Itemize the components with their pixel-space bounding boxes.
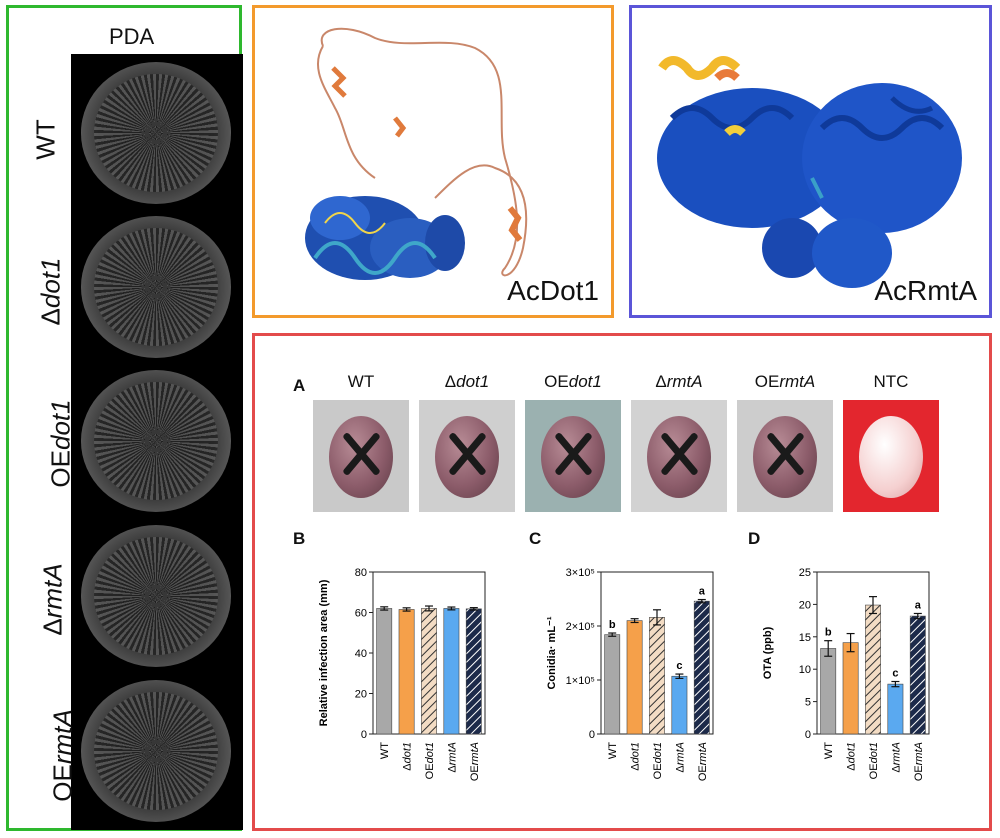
acdot1-structure-panel: AcDot1 xyxy=(252,5,614,318)
grape-photo xyxy=(313,400,409,512)
x-category-label: ΔrmtA xyxy=(890,742,902,773)
significance-letter: b xyxy=(825,627,832,639)
bar xyxy=(649,617,665,735)
y-tick-label: 0 xyxy=(361,729,367,741)
pda-panel: PDA WT Δdot1 OEdot1 ΔrmtA OErmtA xyxy=(6,5,243,831)
infection-assay-panel: A WT Δdot1 OEdot1 ΔrmtA OErmtA NTC B C D… xyxy=(252,333,992,831)
y-tick-label: 40 xyxy=(355,648,367,660)
bar xyxy=(671,675,688,735)
x-category-label: Δdot1 xyxy=(402,742,414,771)
x-category-label: OErmtA xyxy=(697,742,709,781)
bar xyxy=(443,608,460,735)
y-tick-label: 25 xyxy=(799,567,811,579)
acrmta-structure-image xyxy=(657,56,962,288)
plate-rmta-overexpression xyxy=(81,680,231,822)
bar xyxy=(421,608,437,735)
bar xyxy=(842,642,859,735)
significance-letter: c xyxy=(676,660,682,672)
y-tick-label: 20 xyxy=(799,599,811,611)
figure-letter-a: A xyxy=(293,376,306,395)
photo-label: NTC xyxy=(873,372,909,391)
x-category-label: ΔrmtA xyxy=(674,742,686,773)
y-tick-label: 60 xyxy=(355,608,367,620)
plate-strip xyxy=(71,54,243,830)
y-tick-label: 20 xyxy=(355,689,367,701)
grape-photo xyxy=(525,400,621,512)
x-category-label: Δdot1 xyxy=(630,742,642,771)
y-tick-label: 2×10⁵ xyxy=(566,621,595,633)
y-tick-label: 1×10⁵ xyxy=(566,675,595,687)
bar xyxy=(376,608,393,735)
plate-rmta-deletion xyxy=(81,525,231,667)
y-tick-label: 3×10⁵ xyxy=(566,567,595,579)
bar xyxy=(887,683,904,735)
x-category-label: WT xyxy=(823,742,835,759)
grape-photo xyxy=(419,400,515,512)
plate-dot1-deletion xyxy=(81,216,231,358)
grape-photo-ntc xyxy=(843,400,939,512)
strain-label: ΔrmtA xyxy=(37,563,68,636)
pda-title: PDA xyxy=(109,24,155,49)
significance-letter: a xyxy=(699,586,706,598)
grape-photo xyxy=(737,400,833,512)
bar xyxy=(604,634,621,735)
photo-label: OEdot1 xyxy=(544,372,602,391)
chart-ota: 0 5 10 15 20 25 OTA (ppb) b WT Δdot1 OEdot1 c ΔrmtA a… xyxy=(762,567,930,781)
x-category-label: OEdot1 xyxy=(868,742,880,779)
strain-label: OErmtA xyxy=(47,709,78,802)
y-axis-label: OTA (ppb) xyxy=(762,626,774,679)
x-category-label: OEdot1 xyxy=(424,742,436,779)
chart-conidia: 0 1×10⁵ 2×10⁵ 3×10⁵ Conidia· mL⁻¹ b WT Δdot1 OEd… xyxy=(546,567,714,781)
y-tick-label: 80 xyxy=(355,567,367,579)
acrmta-structure-panel: AcRmtA xyxy=(629,5,992,318)
x-category-label: Δdot1 xyxy=(846,742,858,771)
bar xyxy=(398,609,415,735)
x-category-label: ΔrmtA xyxy=(446,742,458,773)
figure-letter-d: D xyxy=(748,529,761,548)
x-category-label: WT xyxy=(379,742,391,759)
y-tick-label: 10 xyxy=(799,664,811,676)
photo-label: Δdot1 xyxy=(444,372,490,391)
acrmta-label: AcRmtA xyxy=(874,275,977,306)
bar xyxy=(693,600,710,735)
plate-dot1-overexpression xyxy=(81,370,231,512)
y-axis-label: Conidia· mL⁻¹ xyxy=(546,616,558,689)
photo-label: OErmtA xyxy=(754,372,816,391)
strain-label: OEdot1 xyxy=(45,399,76,488)
x-category-label: OErmtA xyxy=(469,742,481,781)
y-tick-label: 15 xyxy=(799,632,811,644)
figure-letter-c: C xyxy=(529,529,542,548)
x-category-label: OErmtA xyxy=(913,742,925,781)
bar xyxy=(820,648,837,735)
strain-label: WT xyxy=(30,119,61,160)
bar xyxy=(909,615,926,735)
y-tick-label: 0 xyxy=(805,729,811,741)
acdot1-label: AcDot1 xyxy=(507,275,599,306)
figure-letter-b: B xyxy=(293,529,306,548)
chart-relative-infection-area: 0 20 40 60 80 Relative infection area (mm) WT Δ… xyxy=(318,567,486,781)
x-category-label: WT xyxy=(607,742,619,759)
bar xyxy=(626,620,643,735)
significance-letter: c xyxy=(892,668,898,680)
y-tick-label: 0 xyxy=(589,729,595,741)
strain-label: Δdot1 xyxy=(35,257,66,326)
x-category-label: OEdot1 xyxy=(652,742,664,779)
y-axis-label: Relative infection area (mm) xyxy=(318,579,330,726)
photo-label: ΔrmtA xyxy=(655,372,703,391)
bar xyxy=(465,608,482,735)
significance-letter: a xyxy=(915,599,922,611)
acdot1-structure-image xyxy=(305,27,528,280)
plate-wt xyxy=(81,62,231,204)
grape-photo xyxy=(631,400,727,512)
y-tick-label: 5 xyxy=(805,697,811,709)
significance-letter: b xyxy=(609,619,616,631)
bar xyxy=(865,604,881,735)
photo-label: WT xyxy=(347,372,375,391)
